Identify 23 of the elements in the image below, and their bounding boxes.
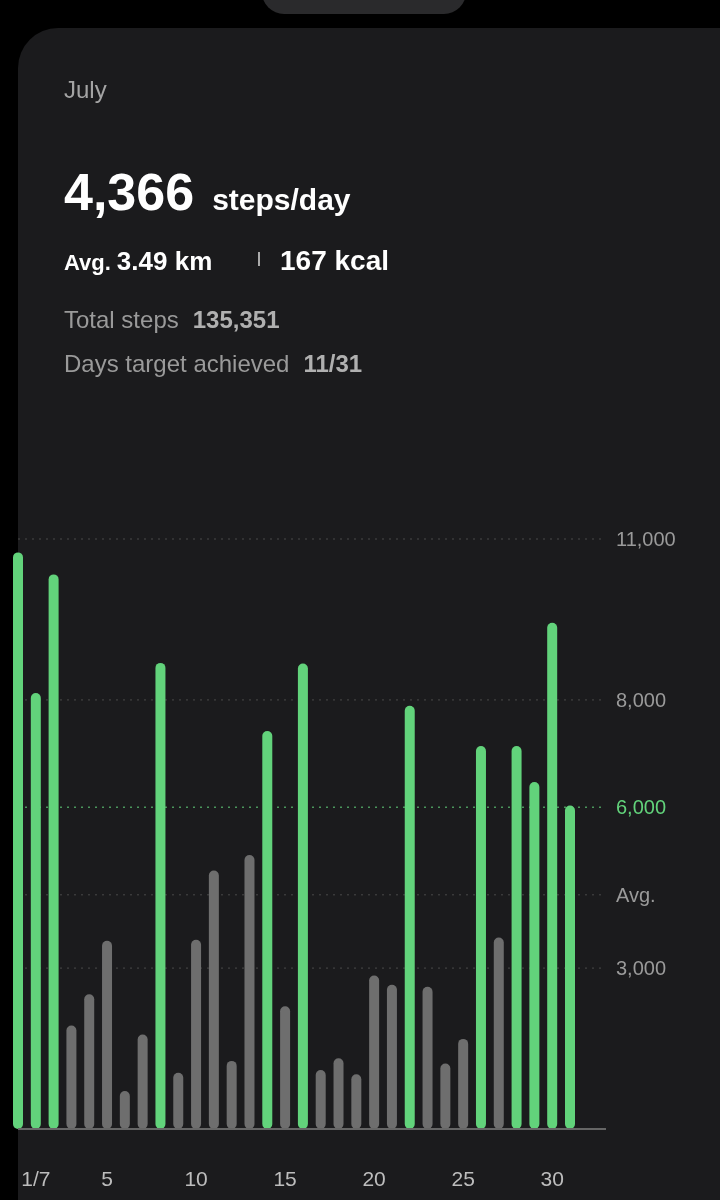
x-tick-label: 25	[451, 1167, 475, 1190]
ref-line-label: 6,000	[616, 796, 667, 819]
text: Days target achieved 11/31	[64, 350, 363, 377]
x-tick-label: 1/7	[21, 1167, 51, 1190]
bar	[13, 552, 23, 1129]
x-tick-label: 10	[184, 1167, 208, 1190]
text: Total steps 135,351	[64, 306, 280, 333]
x-tick-label: 15	[273, 1167, 297, 1190]
x-tick-label: 30	[540, 1167, 564, 1190]
chart-title: July	[64, 76, 107, 103]
y-tick-label: 3,000	[616, 957, 667, 980]
bar	[262, 731, 273, 1129]
bar	[529, 781, 540, 1129]
bar	[297, 663, 308, 1129]
chart-subtitle: 4,366 steps/day	[64, 163, 351, 221]
y-tick-label: 11,000	[616, 528, 676, 550]
x-tick-label: 5	[101, 1167, 113, 1190]
x-tick-label: 20	[362, 1167, 386, 1190]
bar	[30, 692, 41, 1129]
text: 167 kcal	[280, 245, 389, 276]
text: Avg. 3.49 km	[64, 246, 213, 276]
y-tick-label: Avg.	[616, 883, 656, 906]
y-tick-label: 8,000	[616, 688, 667, 711]
